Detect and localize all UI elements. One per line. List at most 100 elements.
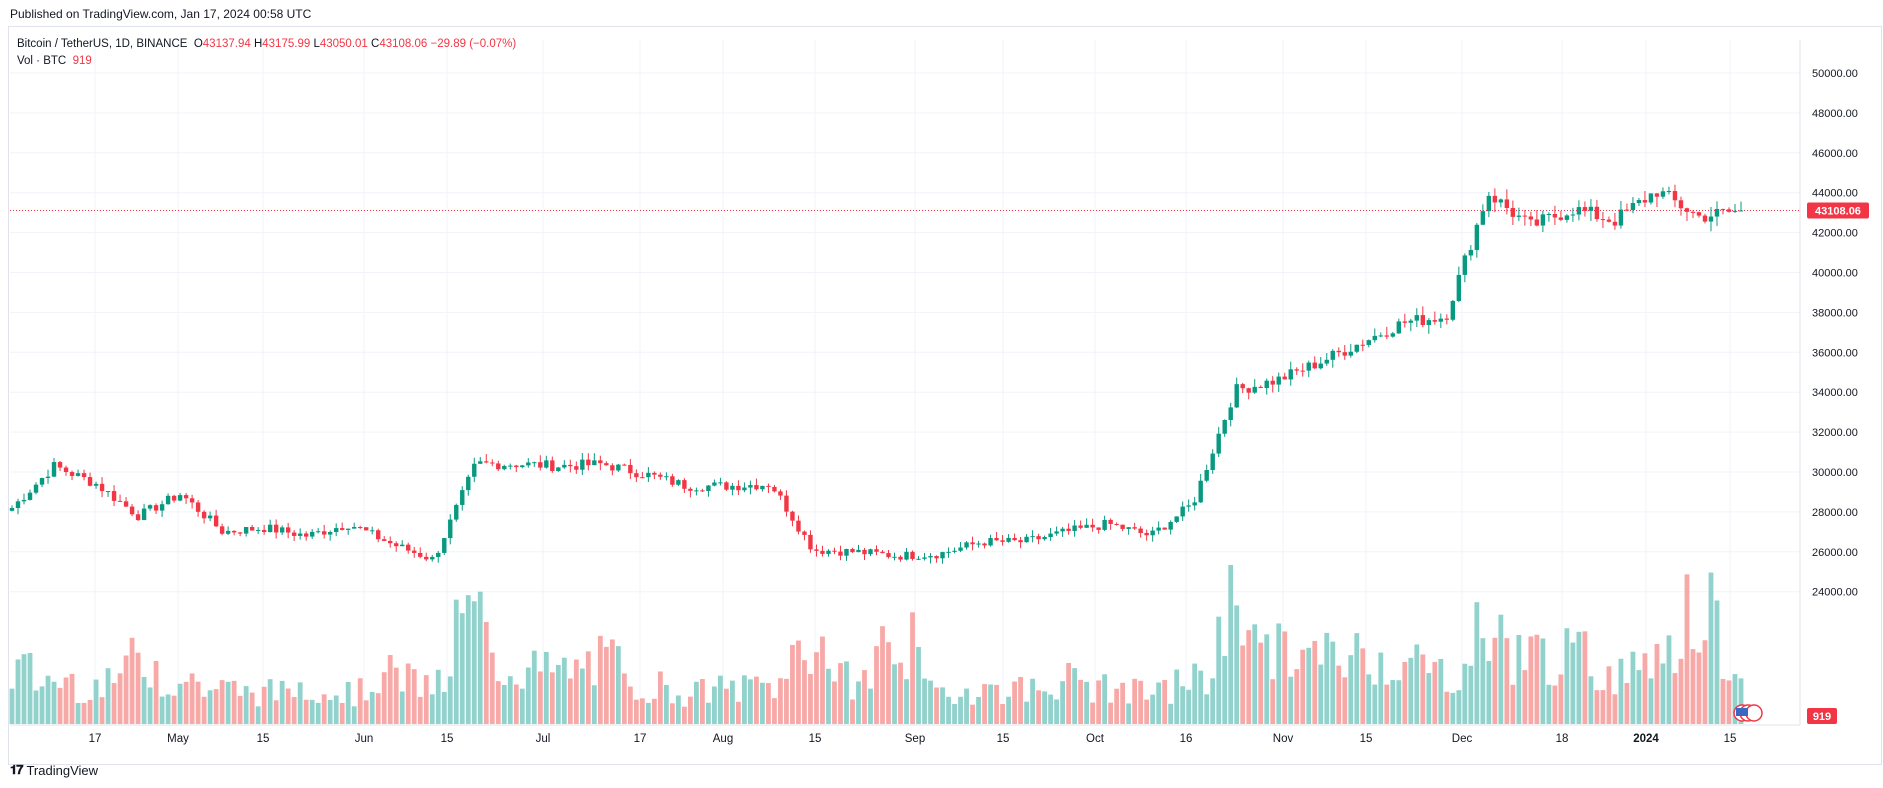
symbol-name[interactable]: Bitcoin / TetherUS, 1D, BINANCE: [17, 38, 188, 50]
candle-down: [796, 520, 801, 532]
volume-bar: [1108, 702, 1114, 724]
time-tick-label: 15: [997, 733, 1010, 745]
volume-bar: [285, 688, 291, 724]
volume-bar: [1576, 631, 1582, 724]
volume-bar: [1138, 680, 1144, 724]
volume-bar: [483, 621, 489, 724]
candle-down: [171, 495, 177, 501]
volume-bar: [1690, 649, 1696, 724]
candle-down: [838, 551, 843, 556]
volume-bar: [778, 678, 783, 724]
last-price-label: 43108.06: [1815, 205, 1861, 217]
volume-bar: [255, 706, 261, 724]
candle-up: [1438, 318, 1444, 322]
volume-bar: [1468, 665, 1474, 724]
volume-bar: [1492, 637, 1498, 724]
volume-bar: [1120, 682, 1126, 724]
candle-up: [1318, 363, 1323, 369]
volume-bar: [1072, 668, 1078, 724]
candle-up: [1396, 321, 1402, 334]
volume-bar: [1060, 681, 1066, 724]
volume-bar: [1552, 685, 1558, 724]
volume-bar: [1522, 670, 1528, 724]
volume-bar: [459, 613, 465, 724]
volume-bars: [9, 565, 1744, 724]
volume-bar: [99, 697, 105, 724]
volume-bar: [1732, 674, 1738, 724]
volume-bar: [1678, 658, 1684, 724]
volume-bar: [513, 684, 519, 724]
candle-down: [1018, 540, 1023, 543]
volume-bar: [1006, 696, 1011, 724]
volume-bar: [237, 695, 243, 724]
volume-bar: [231, 680, 237, 724]
candle-up: [1306, 362, 1311, 371]
volume-bar: [75, 703, 81, 724]
volume-bar: [543, 651, 549, 724]
candle-up: [105, 491, 111, 493]
grid-lines: [10, 40, 1800, 725]
candle-up: [333, 528, 339, 533]
candle-down: [291, 532, 297, 536]
volume-bar: [1504, 638, 1510, 724]
candle-down: [622, 464, 627, 466]
candle-down: [604, 463, 609, 466]
candle-up: [1636, 200, 1642, 204]
candle-down: [183, 495, 189, 499]
candle-up: [75, 473, 81, 476]
candle-down: [1294, 369, 1299, 371]
candle-down: [376, 530, 381, 540]
volume-bar: [856, 681, 861, 724]
tradingview-logo-icon[interactable]: 𝟏𝟕: [10, 762, 24, 777]
candle-down: [382, 539, 387, 541]
volume-bar: [1528, 636, 1534, 724]
volume-bar: [531, 650, 537, 724]
volume-bar: [585, 651, 591, 724]
volume-bar: [1480, 638, 1486, 724]
volume-bar: [549, 672, 555, 724]
volume-label[interactable]: Vol · BTC: [17, 55, 67, 67]
volume-bar: [495, 681, 501, 724]
volume-bar: [351, 706, 357, 724]
candle-up: [327, 532, 333, 535]
candle-up: [1168, 521, 1173, 530]
volume-bar: [1324, 632, 1330, 724]
volume-bar: [171, 695, 177, 724]
price-tick-label: 44000.00: [1812, 188, 1858, 200]
volume-bar: [435, 669, 441, 724]
time-tick-label: Sep: [905, 733, 925, 745]
volume-bar: [423, 675, 429, 724]
volume-bar: [1054, 699, 1060, 724]
time-tick-label: Dec: [1452, 733, 1473, 745]
candle-up: [958, 547, 963, 551]
time-tick-label: 15: [1360, 733, 1373, 745]
candle-down: [484, 461, 489, 463]
volume-bar: [525, 667, 531, 724]
candle-down: [1108, 519, 1113, 524]
candle-up: [748, 485, 753, 488]
volume-bar: [1090, 702, 1096, 724]
volume-bar: [1402, 661, 1408, 724]
volume-bar: [201, 696, 207, 724]
candle-up: [436, 552, 441, 557]
volume-bar: [832, 681, 837, 724]
candle-up: [9, 508, 15, 511]
candle-down: [303, 533, 309, 537]
volume-bar: [1234, 605, 1240, 724]
candle-up: [1570, 214, 1576, 216]
volume-bar: [1642, 653, 1648, 724]
last-volume-label: 919: [1813, 711, 1831, 723]
volume-bar: [1282, 631, 1288, 724]
candle-up: [1660, 191, 1666, 197]
footer-brand[interactable]: TradingView: [26, 762, 99, 778]
candle-up: [1084, 524, 1089, 528]
volume-bar: [868, 688, 873, 724]
volume-bar: [363, 700, 369, 724]
candle-up: [448, 519, 453, 539]
volume-bar: [519, 688, 525, 724]
volume-bar: [645, 702, 651, 724]
price-tick-label: 28000.00: [1812, 507, 1858, 519]
volume-bar: [1702, 640, 1708, 724]
volume-bar: [1186, 689, 1192, 724]
